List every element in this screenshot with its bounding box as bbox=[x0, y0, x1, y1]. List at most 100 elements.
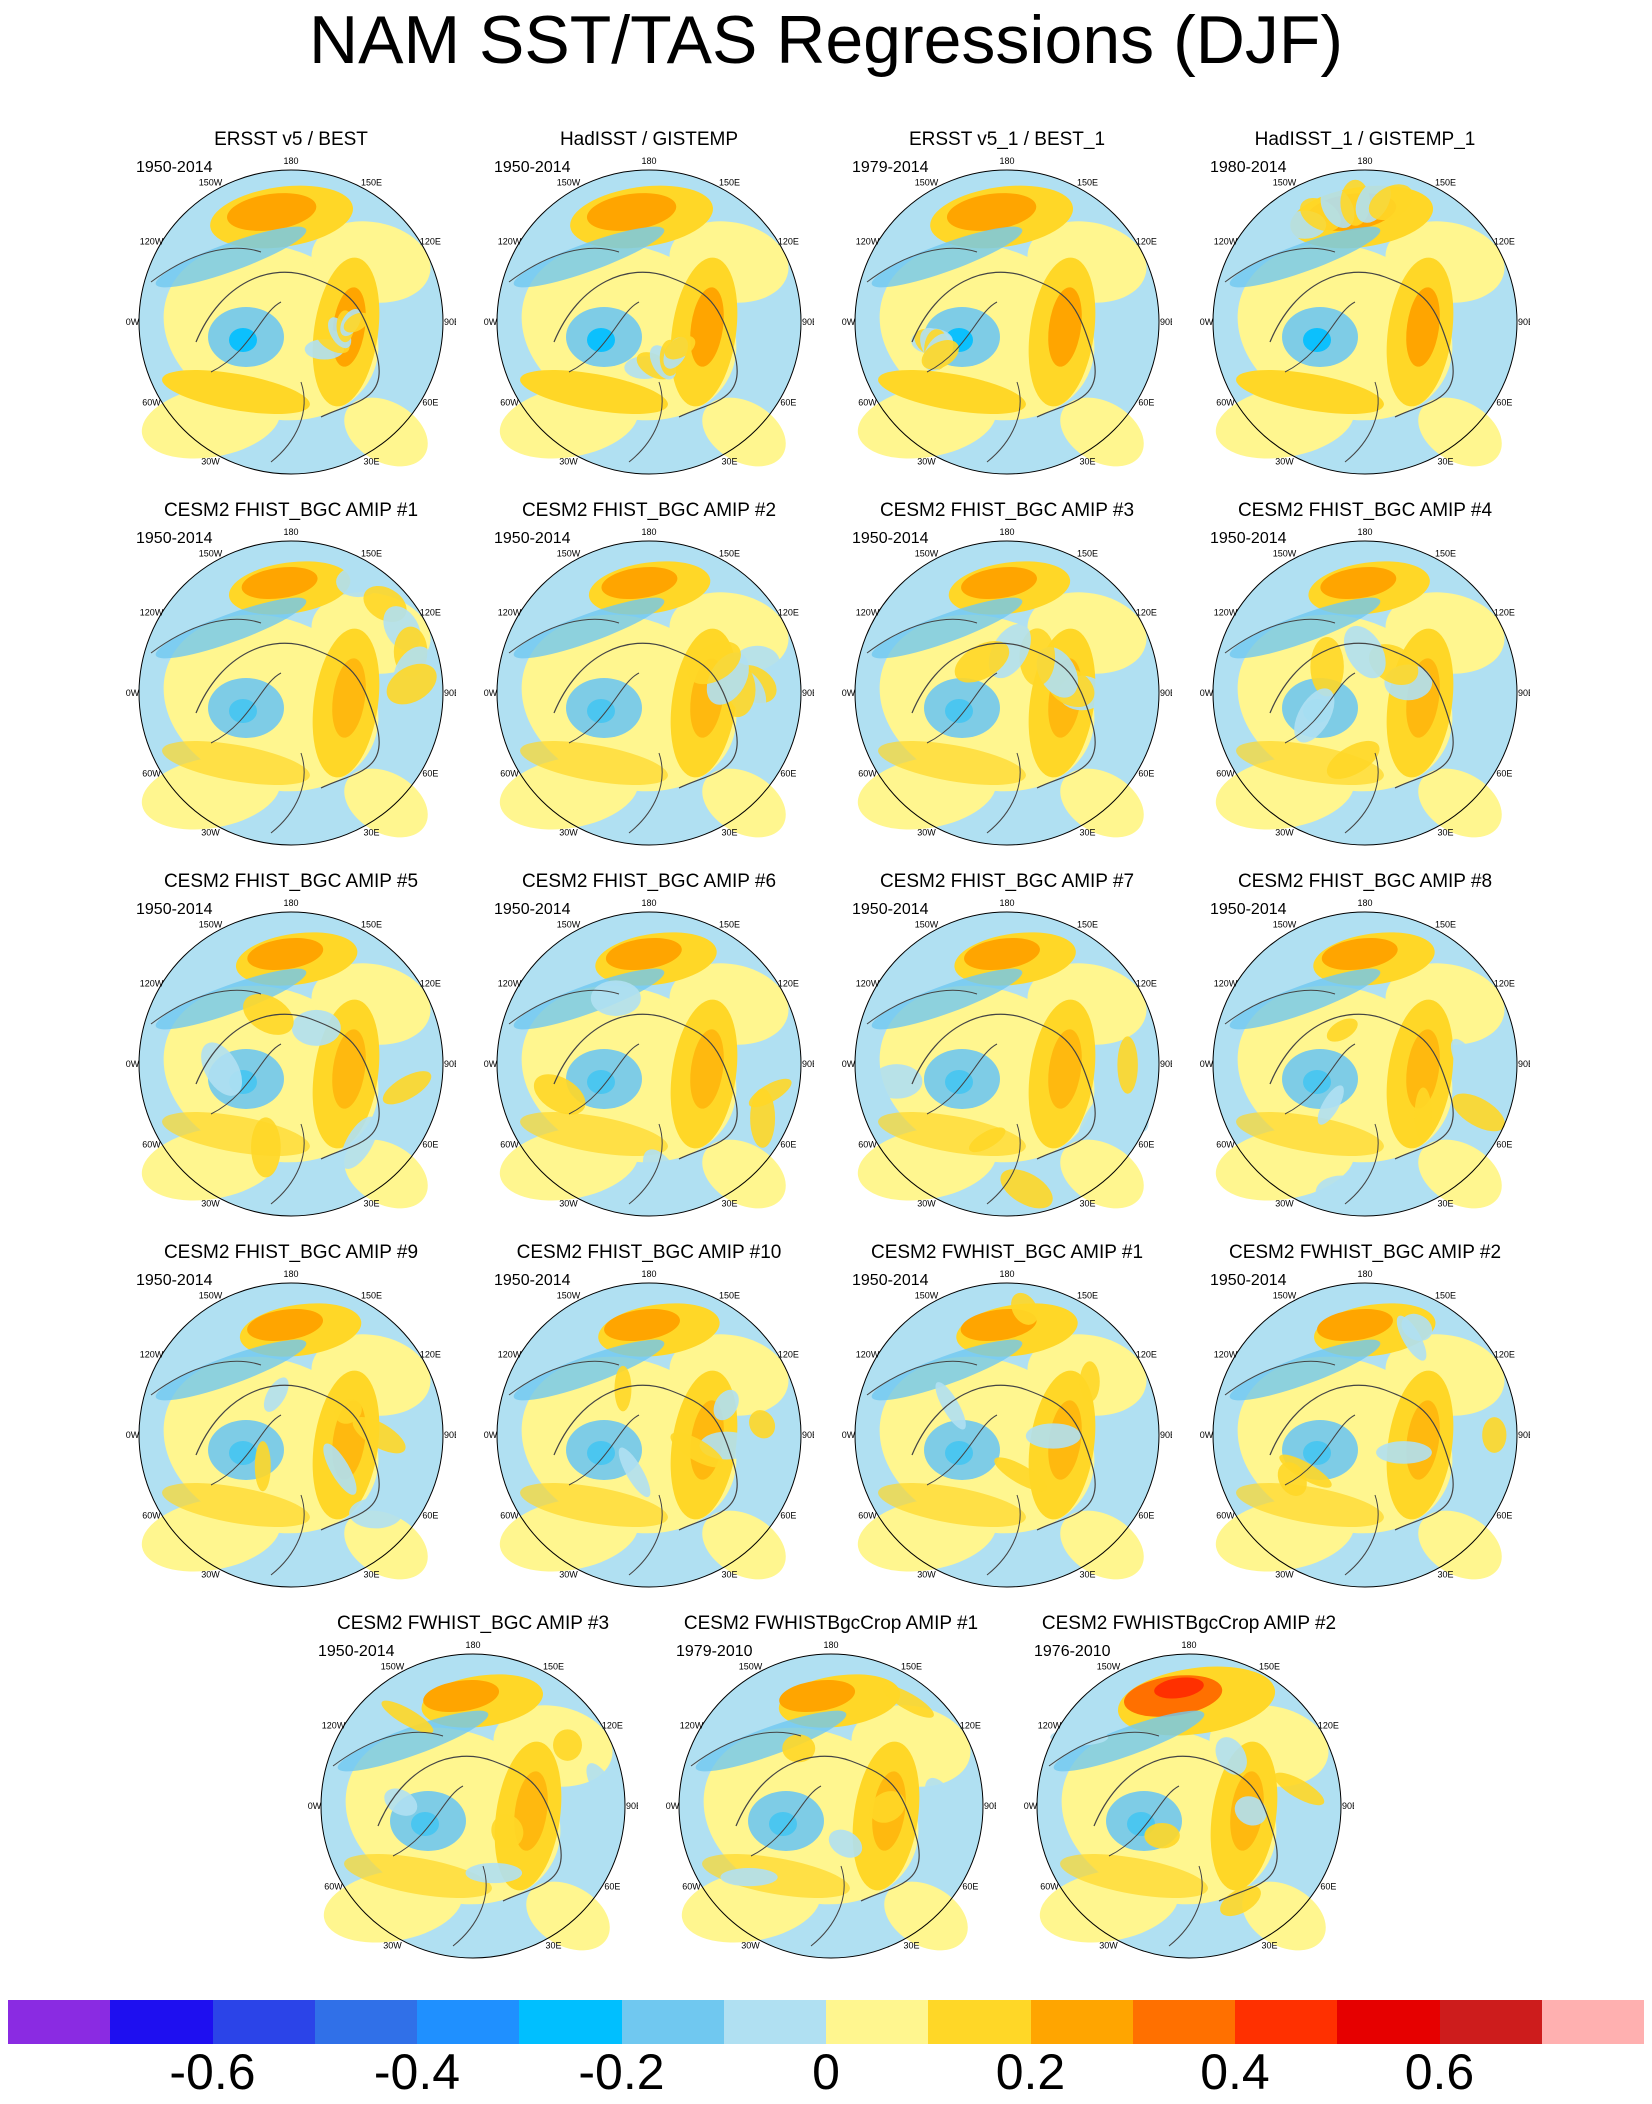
panel-title: CESM2 FWHIST_BGC AMIP #2 bbox=[1228, 1242, 1502, 1263]
panel-period: 1950-2014 bbox=[494, 530, 571, 547]
panel-period: 1950-2014 bbox=[494, 901, 571, 918]
map-panel: CESM2 FHIST_BGC AMIP #10 180 150E 120E 90E 60… bbox=[484, 1241, 814, 1591]
longitude-label: 30W bbox=[201, 456, 220, 466]
colorbar-swatch bbox=[723, 2000, 826, 2044]
longitude-label: 150E bbox=[361, 549, 382, 559]
longitude-label: 60E bbox=[1138, 1511, 1154, 1521]
longitude-label: 30E bbox=[721, 456, 737, 466]
longitude-label: 120W bbox=[322, 1721, 346, 1731]
longitude-label: 60E bbox=[1138, 1140, 1154, 1150]
longitude-label: 150W bbox=[199, 549, 223, 559]
polar-stereographic-map: 180150E120E90E60E30E030W60W90W120W150W bbox=[1200, 156, 1530, 475]
longitude-label: 60W bbox=[1216, 769, 1235, 779]
longitude-label: 150E bbox=[901, 1662, 922, 1672]
panel-title: HadISST_1 / GISTEMP_1 bbox=[1254, 129, 1476, 150]
longitude-label: 180 bbox=[1181, 1640, 1196, 1650]
longitude-label: 150W bbox=[381, 1662, 405, 1672]
polar-stereographic-map: 180150E120E90E60E30E030W60W90W120W150W bbox=[842, 1269, 1172, 1588]
longitude-label: 30W bbox=[1275, 827, 1294, 837]
longitude-label: 180 bbox=[641, 156, 656, 166]
longitude-label: 90E bbox=[1160, 1430, 1172, 1440]
longitude-label: 120W bbox=[498, 237, 522, 247]
longitude-label: 90E bbox=[802, 317, 814, 327]
longitude-label: 150W bbox=[1273, 1291, 1297, 1301]
longitude-label: 30E bbox=[1079, 456, 1095, 466]
longitude-label: 180 bbox=[1357, 156, 1372, 166]
longitude-label: 180 bbox=[1357, 898, 1372, 908]
longitude-label: 60E bbox=[1320, 1882, 1336, 1892]
panel-title: HadISST / GISTEMP bbox=[559, 129, 739, 150]
longitude-label: 30W bbox=[917, 827, 936, 837]
longitude-label: 30W bbox=[559, 827, 578, 837]
panel-title: CESM2 FWHISTBgcCrop AMIP #1 bbox=[683, 1613, 979, 1634]
longitude-label: 120W bbox=[140, 237, 164, 247]
longitude-label: 30W bbox=[917, 456, 936, 466]
longitude-label: 60E bbox=[422, 769, 438, 779]
panel-period: 1979-2010 bbox=[676, 1643, 753, 1660]
colorbar-tick-label: 0.4 bbox=[1200, 2044, 1270, 2100]
longitude-label: 120E bbox=[778, 237, 799, 247]
longitude-label: 90E bbox=[1518, 1430, 1530, 1440]
polar-stereographic-map: 180150E120E90E60E30E030W60W90W120W150W bbox=[842, 527, 1172, 846]
longitude-label: 150W bbox=[1273, 920, 1297, 930]
longitude-label: 120E bbox=[1494, 237, 1515, 247]
colorbar-swatch bbox=[314, 2000, 417, 2044]
longitude-label: 150E bbox=[543, 1662, 564, 1672]
longitude-label: 150W bbox=[915, 178, 939, 188]
panel-title: CESM2 FHIST_BGC AMIP #5 bbox=[163, 871, 419, 892]
panel-title: CESM2 FHIST_BGC AMIP #10 bbox=[516, 1242, 782, 1263]
longitude-label: 150E bbox=[719, 178, 740, 188]
longitude-label: 150W bbox=[1097, 1662, 1121, 1672]
longitude-label: 30W bbox=[201, 1198, 220, 1208]
longitude-label: 90E bbox=[444, 1059, 456, 1069]
longitude-label: 90W bbox=[126, 688, 140, 698]
longitude-label: 120W bbox=[856, 1350, 880, 1360]
panel-period: 1950-2014 bbox=[136, 530, 213, 547]
longitude-label: 150W bbox=[557, 920, 581, 930]
colorbar-swatch bbox=[8, 2000, 111, 2044]
panel-title: CESM2 FHIST_BGC AMIP #1 bbox=[163, 500, 419, 521]
longitude-label: 30E bbox=[1079, 1569, 1095, 1579]
map-panel: HadISST_1 / GISTEMP_1 180 150E 120E 90E 60E 30… bbox=[1200, 128, 1530, 478]
colorbar-swatch bbox=[1235, 2000, 1338, 2044]
longitude-label: 30E bbox=[1261, 1940, 1277, 1950]
longitude-label: 120W bbox=[856, 237, 880, 247]
polar-stereographic-map: 180150E120E90E60E30E030W60W90W120W150W bbox=[126, 898, 456, 1217]
longitude-label: 150E bbox=[719, 920, 740, 930]
panel-period: 1950-2014 bbox=[494, 159, 571, 176]
longitude-label: 120W bbox=[1214, 608, 1238, 618]
colorbar-swatch bbox=[621, 2000, 724, 2044]
longitude-label: 60E bbox=[422, 1511, 438, 1521]
colorbar-tick-label: -0.2 bbox=[578, 2044, 665, 2100]
longitude-label: 90E bbox=[984, 1801, 996, 1811]
longitude-label: 150E bbox=[1077, 1291, 1098, 1301]
colorbar-swatch bbox=[1541, 2000, 1644, 2044]
longitude-label: 120W bbox=[1038, 1721, 1062, 1731]
longitude-label: 150E bbox=[1077, 178, 1098, 188]
longitude-label: 120W bbox=[1214, 1350, 1238, 1360]
longitude-label: 30E bbox=[363, 827, 379, 837]
colorbar-tick-label: -0.6 bbox=[169, 2044, 256, 2100]
polar-stereographic-map: 180150E120E90E60E30E030W60W90W120W150W bbox=[842, 156, 1172, 475]
colorbar-tick-label: 0.6 bbox=[1404, 2044, 1475, 2100]
longitude-label: 60W bbox=[1216, 1140, 1235, 1150]
map-panel: ERSST v5_1 / BEST_1180150E120E90E60E30E0… bbox=[842, 128, 1172, 478]
panel-period: 1980-2014 bbox=[1210, 159, 1287, 176]
longitude-label: 150W bbox=[739, 1662, 763, 1672]
longitude-label: 180 bbox=[641, 1269, 656, 1279]
longitude-label: 120W bbox=[140, 608, 164, 618]
polar-stereographic-map: 180150E120E90E60E30E030W60W90W120W150W bbox=[1200, 898, 1530, 1217]
longitude-label: 60E bbox=[1496, 769, 1512, 779]
longitude-label: 150E bbox=[361, 920, 382, 930]
longitude-label: 60W bbox=[1216, 1511, 1235, 1521]
longitude-label: 90W bbox=[842, 1430, 856, 1440]
longitude-label: 30E bbox=[1437, 1198, 1453, 1208]
longitude-label: 150W bbox=[557, 549, 581, 559]
longitude-label: 30W bbox=[741, 1940, 760, 1950]
colorbar-swatch bbox=[826, 2000, 929, 2044]
panel-period: 1950-2014 bbox=[136, 901, 213, 918]
longitude-label: 150W bbox=[1273, 178, 1297, 188]
longitude-label: 150E bbox=[1077, 920, 1098, 930]
longitude-label: 120E bbox=[960, 1721, 981, 1731]
polar-stereographic-map: 180150E120E90E60E30E030W60W90W120W150W bbox=[484, 156, 814, 475]
